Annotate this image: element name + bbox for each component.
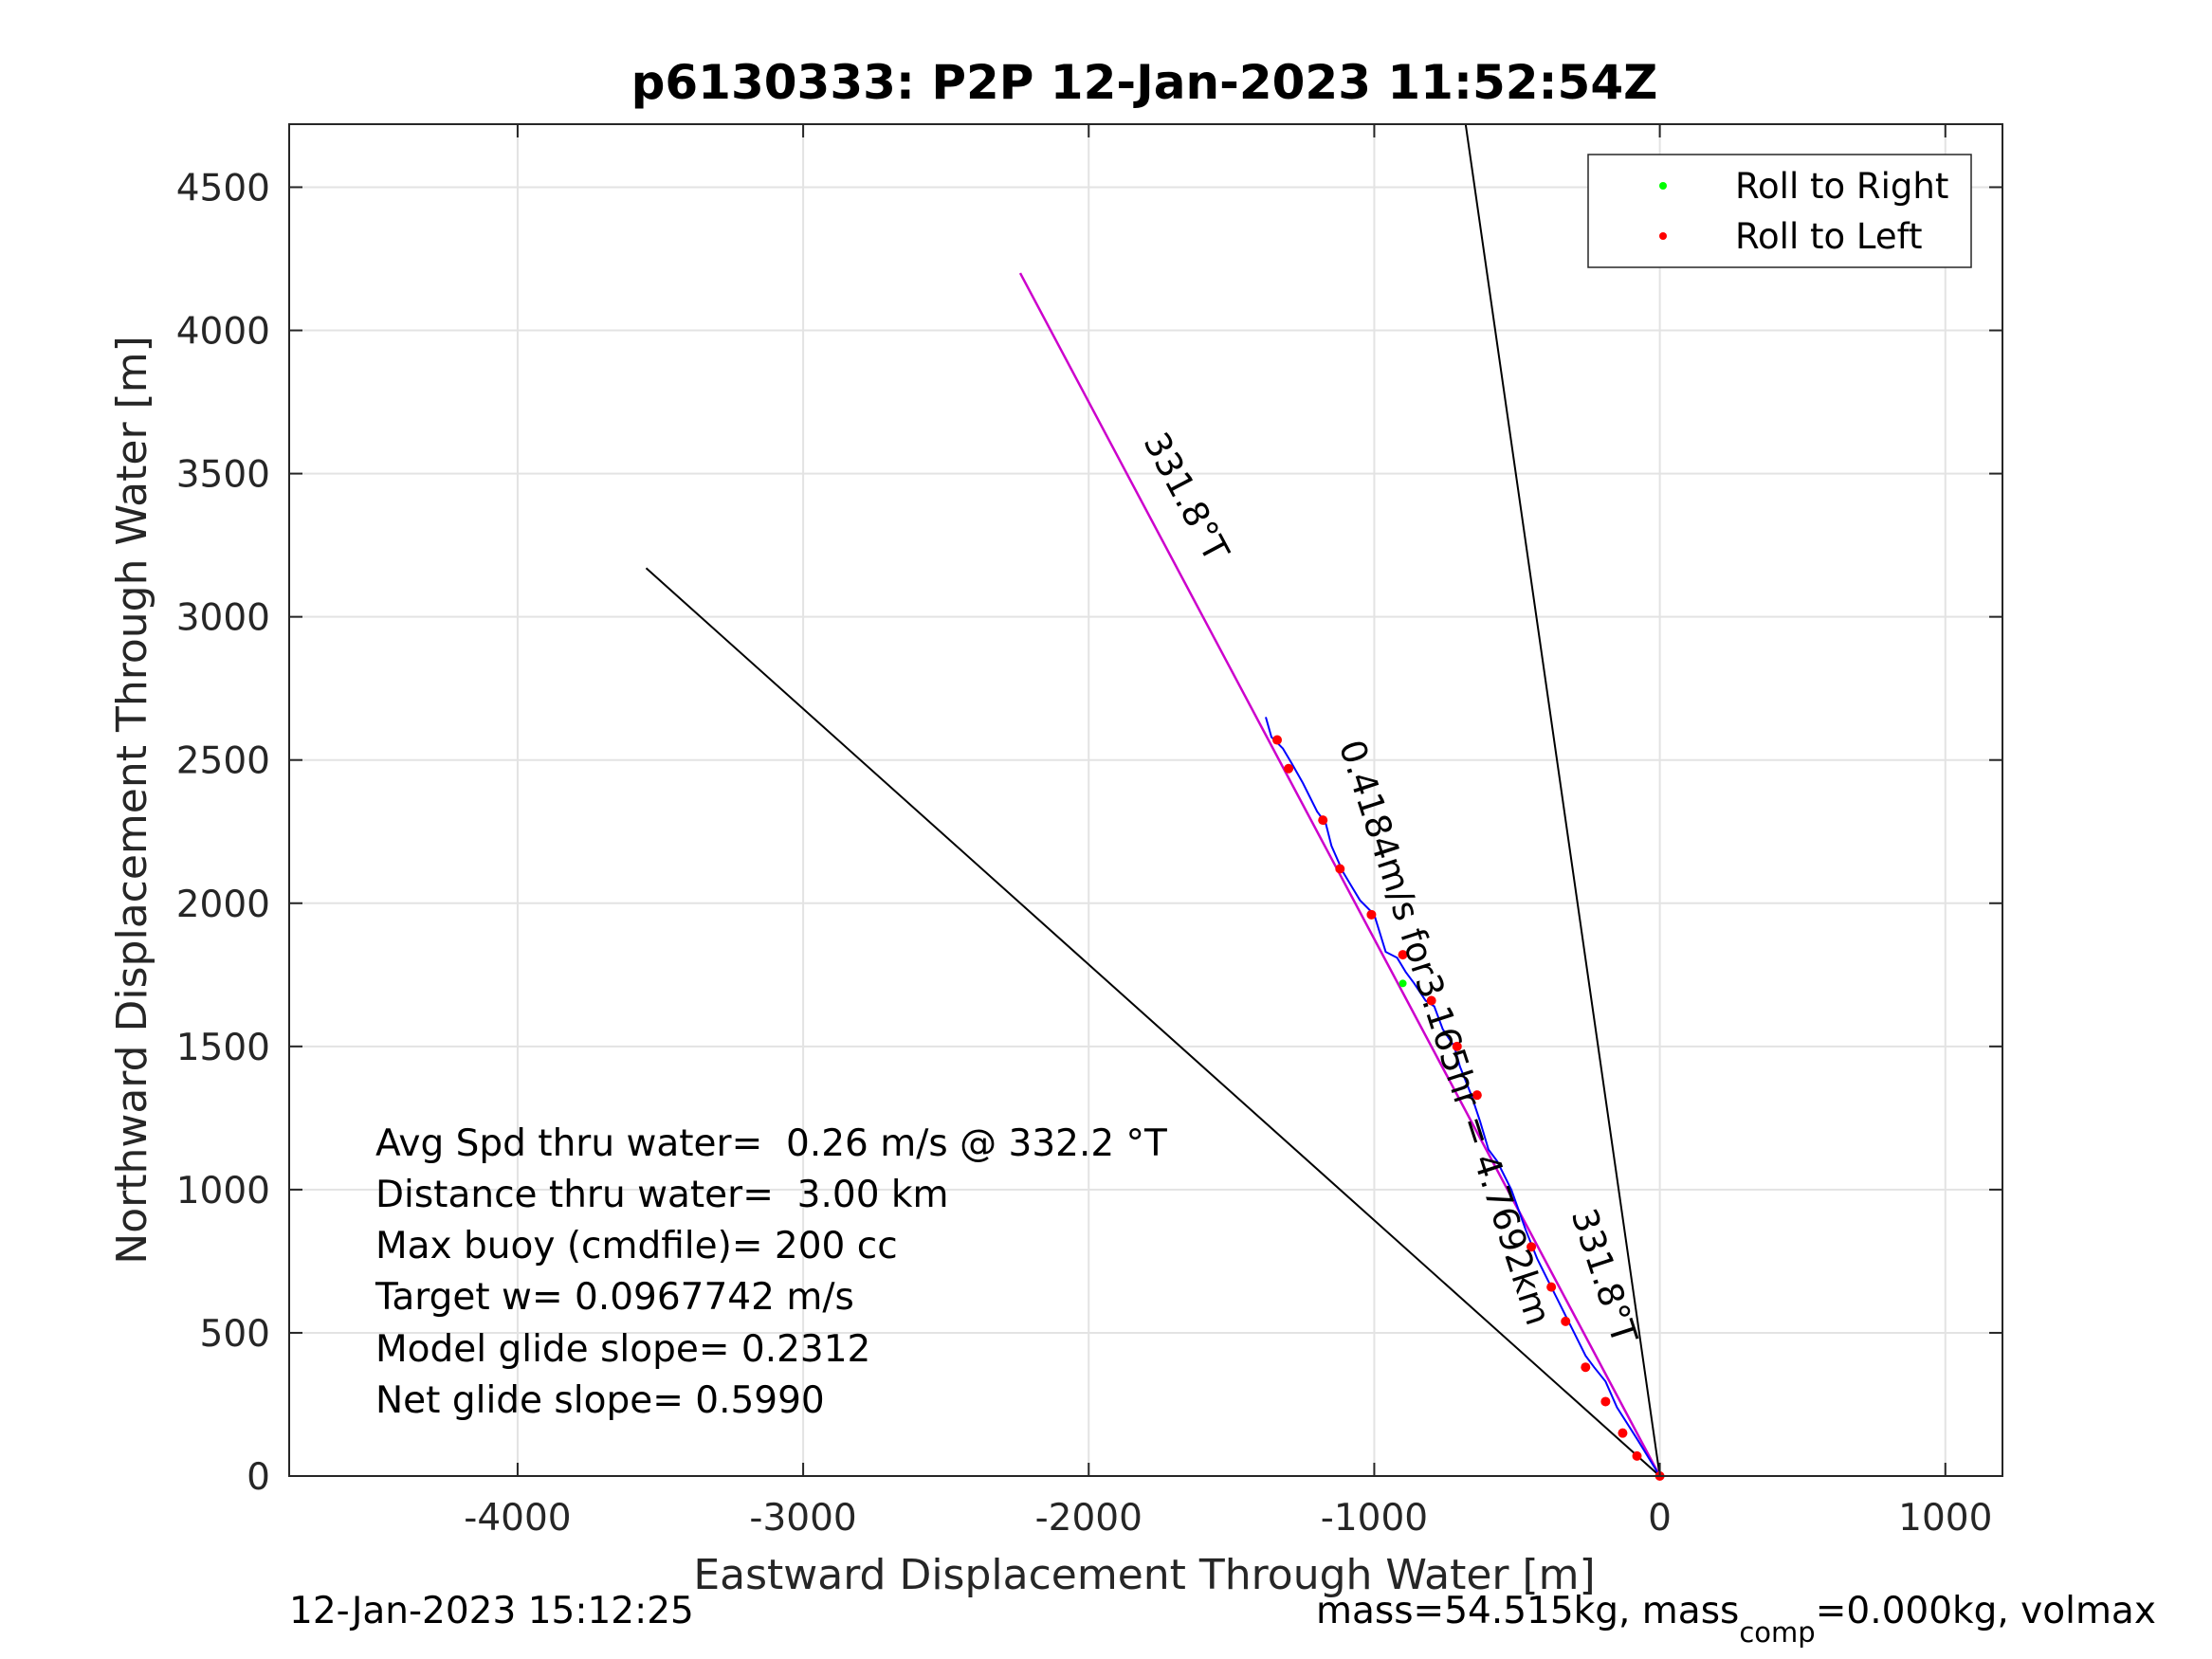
- reference-line: [645, 567, 1661, 1477]
- roll-right-point: [1398, 979, 1407, 988]
- x-tick-label: -3000: [749, 1497, 856, 1540]
- stat-target-w: Target w= 0.0967742 m/s: [375, 1276, 854, 1319]
- roll-left-point: [1426, 995, 1436, 1006]
- roll-left-point: [1335, 864, 1345, 874]
- roll-left-point: [1546, 1282, 1557, 1292]
- roll-left-point: [1366, 909, 1377, 920]
- roll-left-point: [1526, 1242, 1537, 1252]
- reference-line: [1464, 123, 1661, 1477]
- x-tick-label: -1000: [1321, 1497, 1428, 1540]
- roll-left-point: [1284, 763, 1294, 774]
- plot-frame: [288, 123, 2003, 1477]
- roll-left-point: [1472, 1090, 1482, 1101]
- stat-net-glide: Net glide slope= 0.5990: [375, 1379, 825, 1422]
- stats-block: Avg Spd thru water= 0.26 m/s @ 332.2 °T …: [375, 1122, 1167, 1422]
- roll-left-point: [1452, 1041, 1462, 1051]
- roll-left-point: [1398, 950, 1408, 960]
- legend: Roll to Right Roll to Left: [1587, 154, 1972, 268]
- legend-label-roll-left: Roll to Left: [1735, 216, 1923, 257]
- roll-left-point: [1618, 1428, 1628, 1438]
- y-tick-label: 500: [200, 1313, 270, 1356]
- chart-title: p6130333: P2P 12-Jan-2023 11:52:54Z: [631, 55, 1658, 110]
- axis-ticks: -4000 -3000 -2000 -1000 0 1000 0 500 1000 1500 200…: [176, 124, 2002, 1540]
- stat-distance: Distance thru water= 3.00 km: [375, 1174, 948, 1216]
- stat-model-glide: Model glide slope= 0.2312: [375, 1328, 870, 1371]
- roll-left-point: [1561, 1316, 1571, 1326]
- footer-mass-text: mass=54.515kg, mass: [1316, 1590, 1739, 1632]
- legend-marker-roll-right: [1659, 182, 1667, 190]
- series-layer: [645, 123, 1665, 1481]
- y-tick-label: 2000: [176, 884, 270, 926]
- stat-avg-speed: Avg Spd thru water= 0.26 m/s @ 332.2 °T: [375, 1122, 1167, 1165]
- footer-mass-tail: =0.000kg, volmax: [1816, 1590, 2156, 1632]
- x-tick-label: 1000: [1898, 1497, 1992, 1540]
- y-tick-label: 4000: [176, 311, 270, 354]
- heading-line: [1018, 272, 1661, 1477]
- y-tick-label: 0: [247, 1456, 270, 1499]
- legend-box: [1587, 154, 1972, 268]
- roll-left-point: [1581, 1362, 1591, 1373]
- x-tick-label: -2000: [1035, 1497, 1143, 1540]
- y-tick-label: 4500: [176, 167, 270, 210]
- roll-left-point: [1272, 735, 1283, 745]
- stat-max-buoy: Max buoy (cmdfile)= 200 cc: [375, 1225, 898, 1267]
- y-axis-label: Northward Displacement Through Water [m]: [108, 336, 156, 1264]
- legend-marker-roll-left: [1659, 232, 1667, 240]
- x-axis-label: Eastward Displacement Through Water [m]: [693, 1551, 1595, 1599]
- roll-left-point: [1600, 1396, 1611, 1407]
- x-tick-label: -4000: [464, 1497, 571, 1540]
- footer-mass-sub: comp: [1739, 1616, 1815, 1649]
- y-tick-label: 1500: [176, 1027, 270, 1069]
- legend-label-roll-right: Roll to Right: [1735, 166, 1948, 207]
- y-tick-label: 3500: [176, 454, 270, 497]
- y-tick-label: 3000: [176, 597, 270, 640]
- y-tick-label: 2500: [176, 740, 270, 783]
- roll-left-point: [1632, 1450, 1642, 1461]
- roll-left-point: [1318, 815, 1328, 826]
- x-tick-label: 0: [1648, 1497, 1672, 1540]
- y-tick-label: 1000: [176, 1170, 270, 1212]
- grid: [289, 124, 2002, 1477]
- footer-timestamp: 12-Jan-2023 15:12:25: [289, 1590, 694, 1632]
- footer-mass: mass=54.515kg, masscomp=0.000kg, volmax: [1316, 1590, 2156, 1649]
